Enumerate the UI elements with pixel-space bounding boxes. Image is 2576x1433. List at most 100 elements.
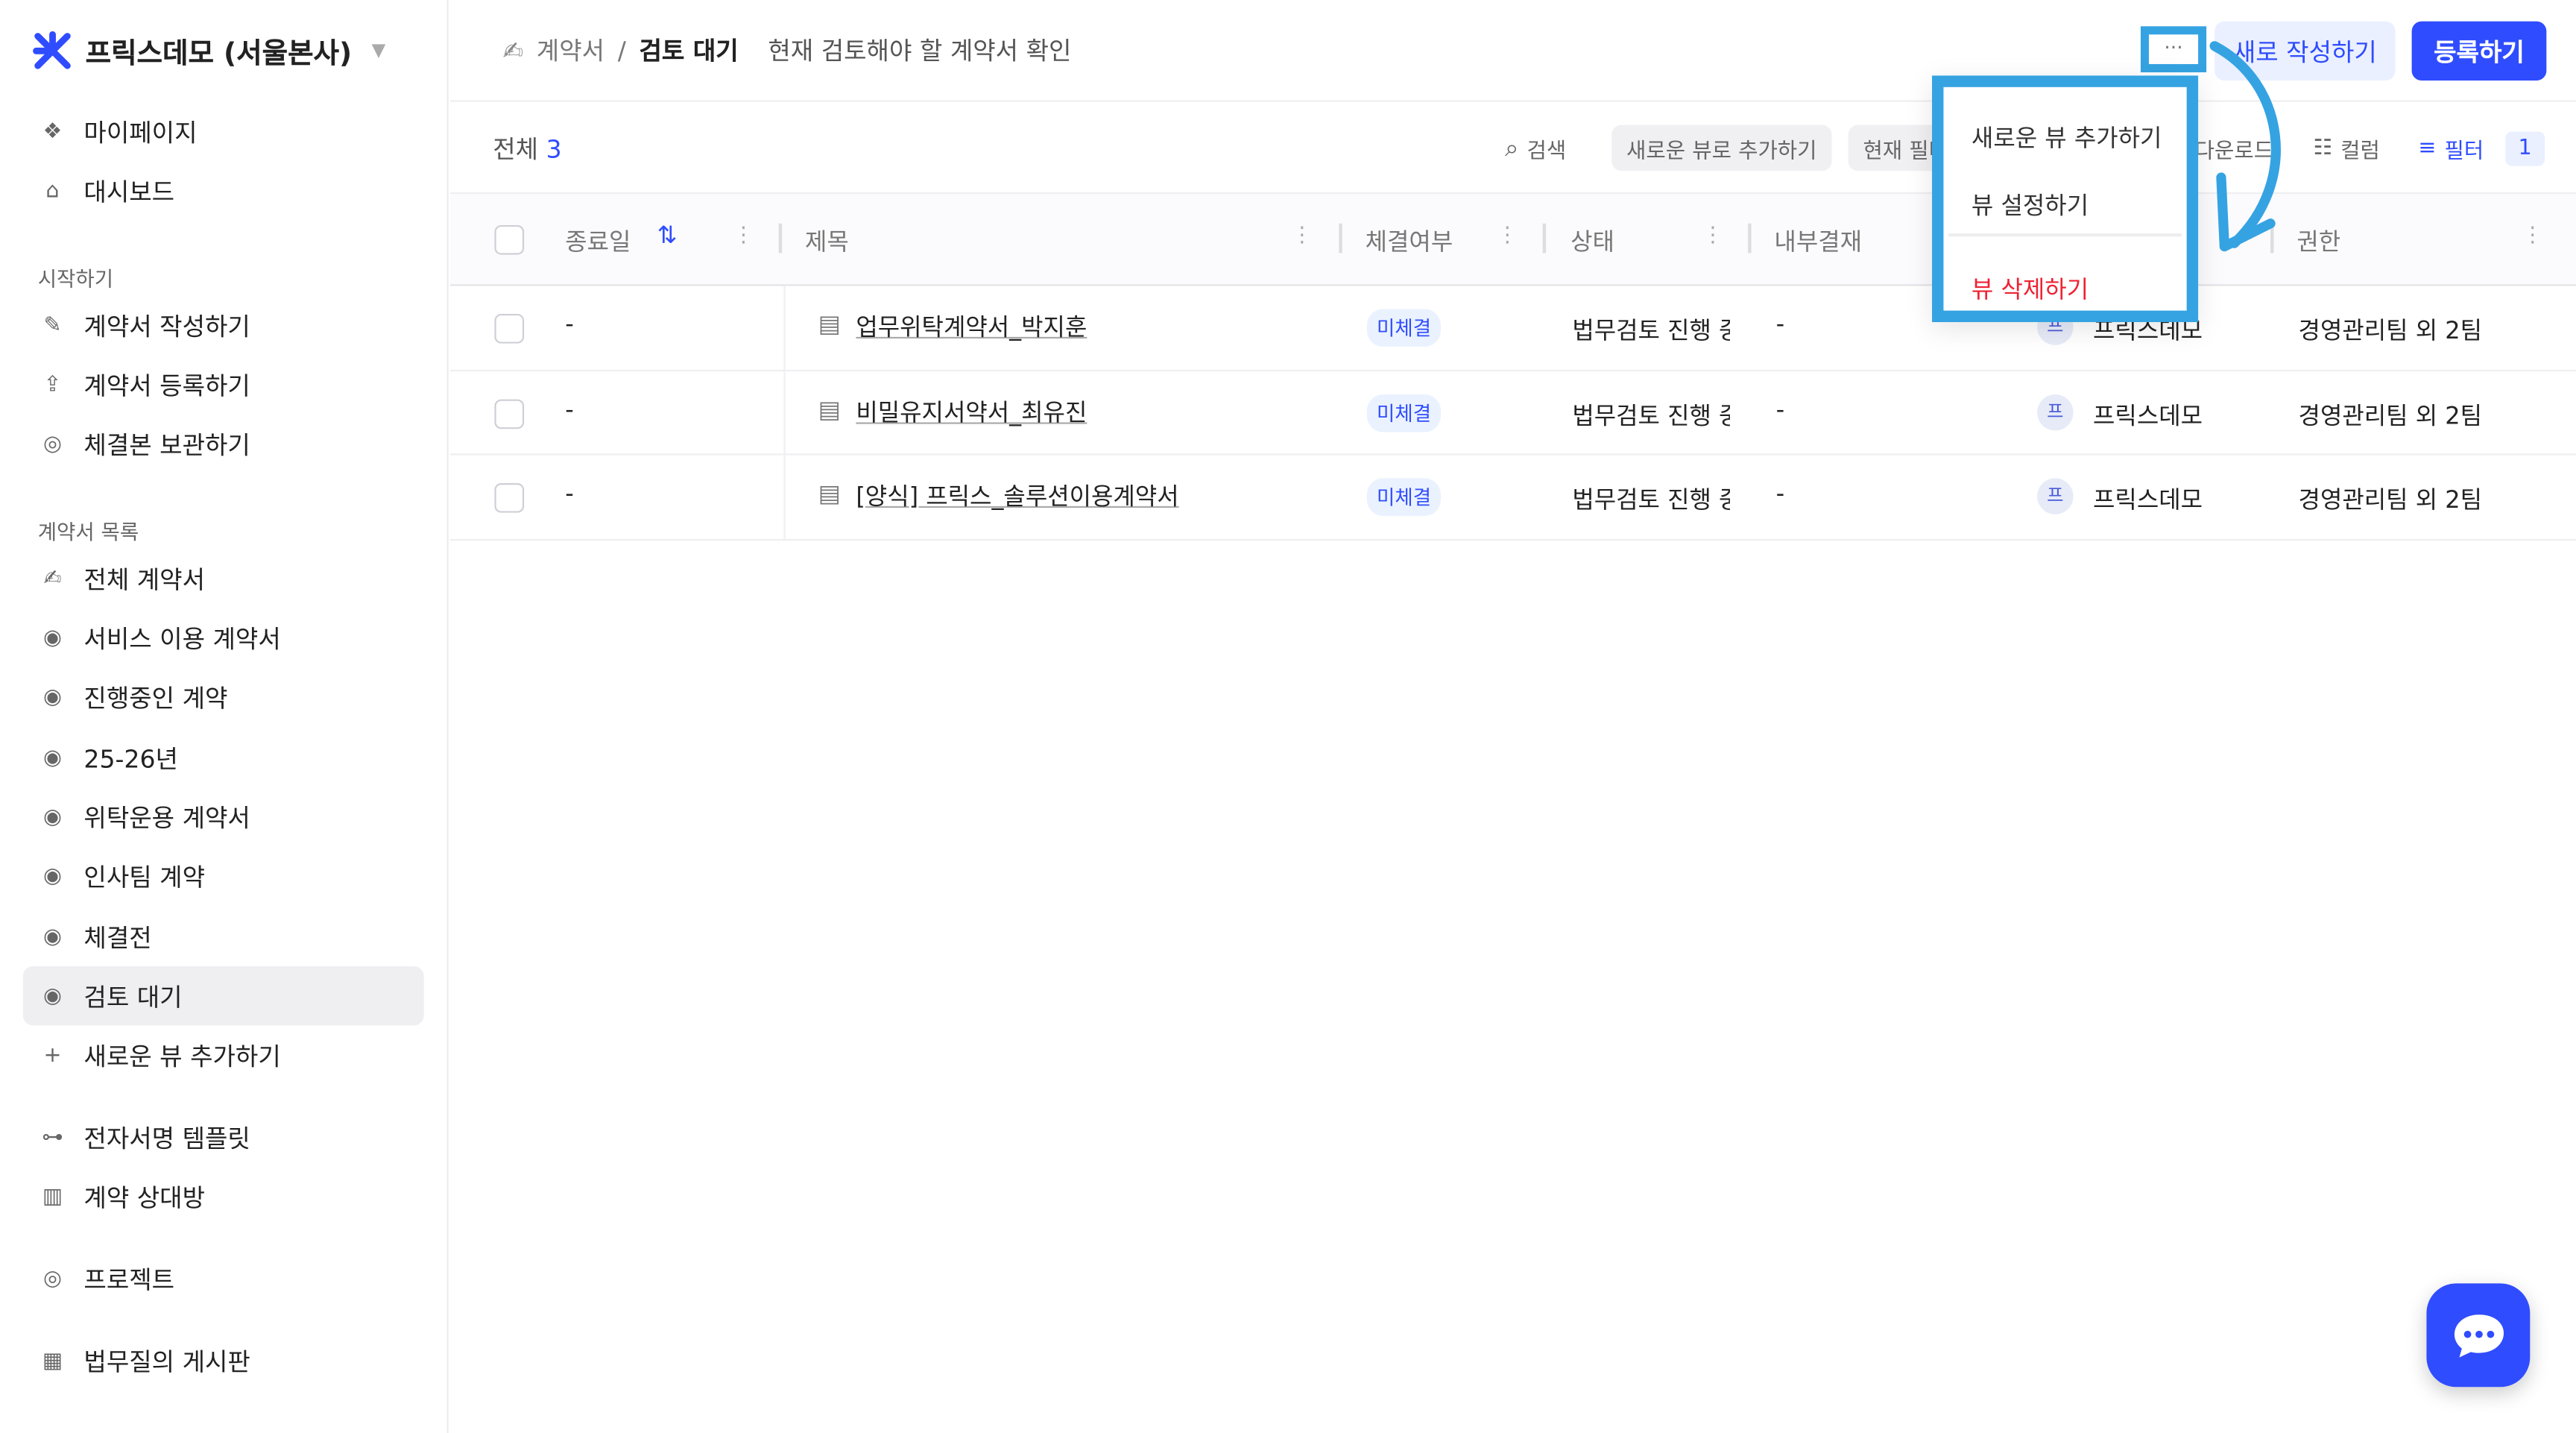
contract-title-link[interactable]: [양식] 프릭스_솔루션이용계약서 <box>856 485 1179 511</box>
sidebar-item[interactable]: ◉ 검토 대기 <box>22 966 424 1026</box>
sidebar-item[interactable]: ◉ 체결전 <box>23 907 424 966</box>
sidebar-item-label: 위탁운용 계약서 <box>83 802 250 833</box>
sidebar-item-label: 계약서 등록하기 <box>83 371 250 400</box>
end-date: - <box>565 312 574 339</box>
more-options-button[interactable]: ··· <box>2140 26 2207 72</box>
row-checkbox[interactable] <box>494 398 525 429</box>
column-header-approval[interactable]: 내부결재 <box>1774 230 1863 256</box>
owner-name: 프릭스데모 <box>2093 403 2203 430</box>
table-row[interactable]: - ▤ [양식] 프릭스_솔루션이용계약서 미체결 법무검토 진행 중 - 프 … <box>449 455 2576 541</box>
table-header: 종료일 ⇅ ⋮ 제목 ⋮ 체결여부 ⋮ 상태 ⋮ 내부결재 권한 ⋮ <box>449 194 2576 286</box>
filter-button[interactable]: ≡ 필터 1 <box>2418 125 2545 171</box>
table-row[interactable]: - ▤ 비밀유지서약서_최유진 미체결 법무검토 진행 중 - 프 프릭스데모 … <box>449 371 2576 456</box>
table-row[interactable]: - ▤ 업무위탁계약서_박지훈 미체결 법무검토 진행 중 - 프 프릭스데모 … <box>449 286 2576 371</box>
sidebar-item-label: 프로젝트 <box>83 1264 175 1294</box>
sidebar-item[interactable]: ◎ 체결본 보관하기 <box>23 414 424 473</box>
sidebar-item[interactable]: ◎ 프로젝트 <box>23 1249 424 1308</box>
workspace-name: 프릭스데모 (서울본사) <box>85 37 353 71</box>
signed-status-badge: 미체결 <box>1366 393 1442 432</box>
column-menu-icon[interactable]: ⋮ <box>1702 223 1724 248</box>
column-menu-icon[interactable]: ⋮ <box>1496 223 1518 248</box>
sidebar-item[interactable]: ◉ 위탁운용 계약서 <box>23 787 424 846</box>
download-button[interactable]: 다운로드 <box>2194 139 2274 164</box>
sidebar-item[interactable]: ◉ 진행중인 계약 <box>23 667 424 726</box>
menu-item-view-settings[interactable]: 뷰 설정하기 <box>1971 194 2089 221</box>
column-resize-handle[interactable] <box>2270 223 2274 253</box>
sidebar-item-label: 법무질의 게시판 <box>83 1347 250 1376</box>
row-checkbox[interactable] <box>494 313 525 344</box>
select-all-checkbox[interactable] <box>494 224 525 255</box>
sidebar-item[interactable]: + 새로운 뷰 추가하기 <box>23 1025 424 1084</box>
avatar: 프 <box>2037 478 2074 514</box>
workspace-switcher[interactable]: 프릭스데모 (서울본사) ▼ <box>33 30 385 71</box>
review-status: 법무검토 진행 중 <box>1572 318 1730 345</box>
database-icon: ◎ <box>43 431 63 456</box>
column-resize-handle[interactable] <box>1339 223 1342 253</box>
menu-item-delete-view[interactable]: 뷰 삭제하기 <box>1971 277 2089 304</box>
sidebar-item[interactable]: ▥ 계약 상대방 <box>23 1167 424 1226</box>
column-header-end-date[interactable]: 종료일 <box>565 230 631 256</box>
signed-status-badge: 미체결 <box>1366 309 1442 347</box>
board-icon: ▦ <box>42 1348 63 1373</box>
contract-title-link[interactable]: 업무위탁계약서_박지훈 <box>856 315 1087 342</box>
breadcrumb: ✍ 계약서 / 검토 대기 현재 검토해야 할 계약서 확인 <box>502 33 1071 67</box>
sidebar-item-label: 25-26년 <box>83 743 178 774</box>
sidebar-item[interactable]: ✍ 전체 계약서 <box>23 549 424 608</box>
sidebar-item-label: 계약 상대방 <box>83 1182 206 1212</box>
sidebar-item[interactable]: ❖ 마이페이지 <box>23 102 424 161</box>
total-count: 전체 3 <box>493 131 561 166</box>
eye-icon: ◉ <box>43 625 63 650</box>
sort-icon[interactable]: ⇅ <box>657 223 678 251</box>
table-toolbar: 전체 3 ⌕ 검색 새로운 뷰로 추가하기 현재 필터 다운로드 ☷ 컬럼 ≡ 필터 1 <box>449 102 2576 195</box>
sidebar-item-label: 검토 대기 <box>83 981 183 1012</box>
eye-icon: ◉ <box>43 745 63 770</box>
contract-title-link[interactable]: 비밀유지서약서_최유진 <box>856 400 1087 426</box>
column-resize-handle[interactable] <box>1748 223 1752 253</box>
column-header-title[interactable]: 제목 <box>805 230 849 256</box>
menu-divider <box>1948 233 2182 237</box>
column-header-status[interactable]: 상태 <box>1570 230 1614 256</box>
columns-icon: ☷ <box>2313 135 2333 160</box>
column-menu-icon[interactable]: ⋮ <box>1291 223 1313 248</box>
sidebar-item-label: 계약서 작성하기 <box>83 311 250 341</box>
breadcrumb-root[interactable]: 계약서 <box>536 36 605 66</box>
sidebar-item-label: 체결본 보관하기 <box>83 429 250 460</box>
sidebar-item[interactable]: ✎ 계약서 작성하기 <box>23 296 424 355</box>
column-divider <box>783 455 786 538</box>
review-status: 법무검토 진행 중 <box>1572 403 1730 430</box>
menu-item-add-view[interactable]: 새로운 뷰 추가하기 <box>1971 126 2162 153</box>
column-resize-handle[interactable] <box>1542 223 1547 253</box>
sidebar: 프릭스데모 (서울본사) ▼ ❖ 마이페이지 ⌂ 대시보드 시작하기 ✎ 계약서 작성하기 ⇪… <box>0 0 449 1433</box>
columns-button[interactable]: ☷ 컬럼 <box>2313 125 2379 171</box>
sidebar-item[interactable]: ⌂ 대시보드 <box>23 161 424 220</box>
register-button[interactable]: 등록하기 <box>2411 21 2547 81</box>
search-icon: ⌕ <box>1504 133 1519 163</box>
column-menu-icon[interactable]: ⋮ <box>733 223 754 248</box>
permission: 경영관리팀 외 2팀 <box>2298 488 2483 514</box>
sidebar-item[interactable]: ◉ 서비스 이용 계약서 <box>23 608 424 667</box>
internal-approval: - <box>1775 312 1785 339</box>
annotation-arrow-icon <box>2209 41 2281 252</box>
signature-icon: ✍ <box>502 35 524 66</box>
column-header-permission[interactable]: 권한 <box>2296 230 2341 256</box>
sidebar-item[interactable]: ◉ 인사팀 계약 <box>23 846 424 905</box>
contracts-table: 종료일 ⇅ ⋮ 제목 ⋮ 체결여부 ⋮ 상태 ⋮ 내부결재 권한 ⋮ - ▤ 업… <box>449 194 2576 541</box>
template-icon: ⊶ <box>42 1124 63 1150</box>
add-view-button[interactable]: 새로운 뷰로 추가하기 <box>1611 125 1832 171</box>
internal-approval: - <box>1775 397 1785 423</box>
column-menu-icon[interactable]: ⋮ <box>2522 223 2543 248</box>
end-date: - <box>565 481 574 508</box>
sidebar-item[interactable]: ▦ 법무질의 게시판 <box>23 1331 424 1390</box>
column-resize-handle[interactable] <box>778 223 783 253</box>
sidebar-item-label: 새로운 뷰 추가하기 <box>83 1041 281 1071</box>
sidebar-item[interactable]: ⊶ 전자서명 템플릿 <box>23 1108 424 1167</box>
row-checkbox[interactable] <box>494 483 525 513</box>
column-header-signed[interactable]: 체결여부 <box>1365 230 1453 256</box>
sidebar-item[interactable]: ◉ 25-26년 <box>23 728 424 787</box>
total-label: 전체 <box>493 134 539 165</box>
search-button[interactable]: ⌕ 검색 <box>1505 125 1566 171</box>
column-divider <box>783 371 786 454</box>
sidebar-item-label: 마이페이지 <box>83 117 198 148</box>
chat-button[interactable] <box>2426 1283 2531 1388</box>
sidebar-item[interactable]: ⇪ 계약서 등록하기 <box>23 355 424 414</box>
